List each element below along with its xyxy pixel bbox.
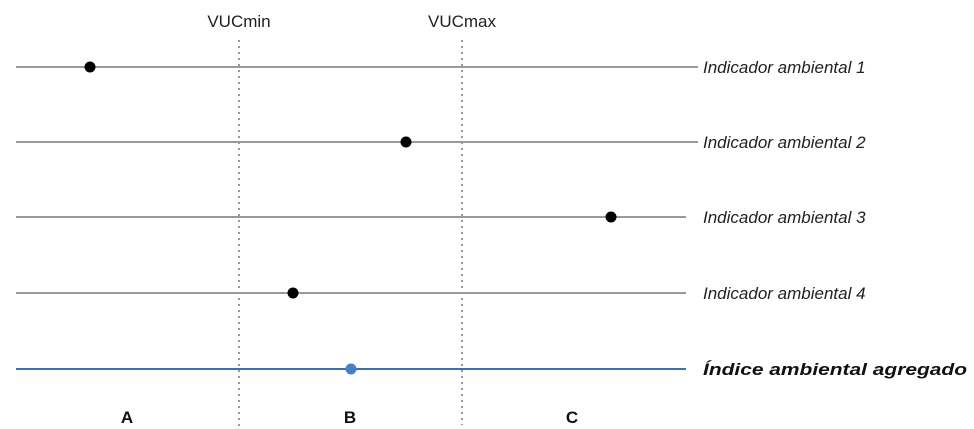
indicator-label-3: Indicador ambiental 3 xyxy=(703,208,866,227)
threshold-label-vucmax: VUCmax xyxy=(428,12,497,31)
zone-label-b: B xyxy=(344,408,356,427)
indicator-label-4: Indicador ambiental 4 xyxy=(703,284,866,303)
indicator-dot-2 xyxy=(400,136,412,148)
indicator-dot-4 xyxy=(287,287,299,299)
indicator-label-1: Indicador ambiental 1 xyxy=(703,58,866,77)
indicator-label-2: Indicador ambiental 2 xyxy=(703,133,866,152)
zone-label-c: C xyxy=(566,408,578,427)
zone-label-a: A xyxy=(121,408,133,427)
indicator-dot-1 xyxy=(84,61,96,73)
threshold-label-vucmin: VUCmin xyxy=(207,12,270,31)
aggregate-index-dot xyxy=(345,363,357,375)
indicator-dot-3 xyxy=(605,211,617,223)
aggregate-index-label: Índice ambiental agregado xyxy=(703,360,967,379)
